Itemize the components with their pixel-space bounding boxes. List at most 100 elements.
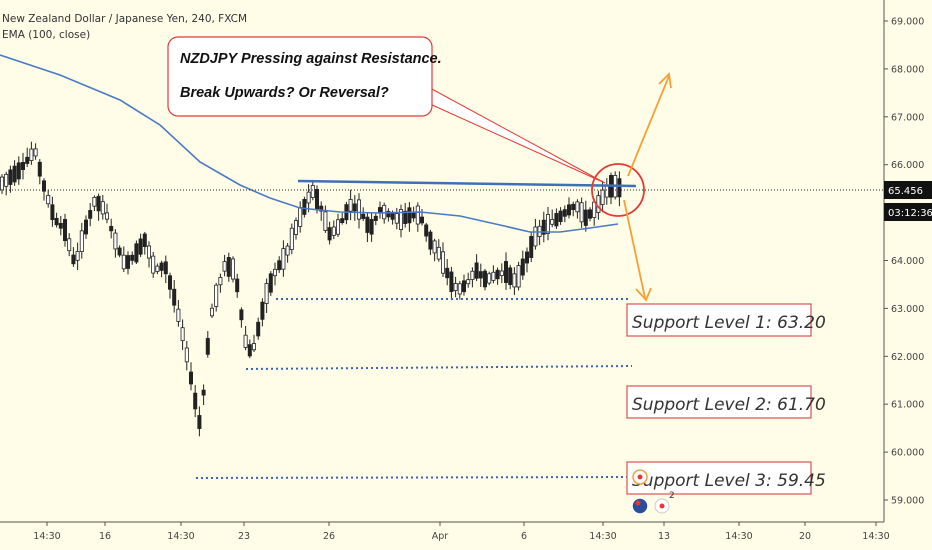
- support-label-2[interactable]: Support Level 2: 61.70: [626, 385, 826, 419]
- time-tick-label: 13: [658, 531, 670, 542]
- candle: [558, 207, 563, 225]
- candle: [272, 262, 277, 286]
- candle: [88, 202, 93, 227]
- candle: [193, 385, 198, 418]
- candle: [172, 279, 177, 313]
- downward-arrow[interactable]: [623, 199, 652, 302]
- candle: [449, 266, 454, 300]
- candle: [327, 221, 332, 245]
- candle: [75, 242, 80, 271]
- callout-line-1: NZDJPY Pressing against Resistance.: [180, 51, 442, 67]
- candle: [335, 213, 340, 238]
- candle: [46, 189, 51, 208]
- upward-arrow[interactable]: [627, 72, 672, 177]
- candle: [205, 331, 210, 358]
- candle: [159, 260, 164, 278]
- candlestick-series: [0, 141, 622, 437]
- time-tick-label: 14:30: [167, 531, 194, 542]
- candle: [126, 251, 131, 275]
- symbol-title[interactable]: New Zealand Dollar / Japanese Yen, 240, …: [2, 13, 248, 25]
- candle: [487, 271, 492, 286]
- candle: [499, 263, 504, 284]
- time-tick-label: 14:30: [33, 531, 60, 542]
- candle: [495, 267, 500, 285]
- candle: [470, 267, 475, 288]
- event-badge: 2: [669, 491, 675, 501]
- time-tick-label: 6: [521, 531, 527, 542]
- ema-line: [0, 54, 619, 233]
- candle: [201, 384, 206, 405]
- candle: [37, 159, 42, 185]
- candle: [188, 362, 193, 391]
- candle: [533, 218, 538, 250]
- candle: [281, 240, 286, 277]
- candle: [604, 178, 609, 205]
- candle: [151, 252, 156, 278]
- price-tick-label: 63.000: [891, 304, 924, 315]
- candle: [428, 229, 433, 256]
- candle: [8, 165, 13, 193]
- current-price-value: 65.456: [888, 186, 923, 197]
- candle: [138, 233, 143, 258]
- candle: [42, 178, 47, 201]
- candle: [260, 298, 265, 327]
- time-tick-label: 20: [799, 531, 811, 542]
- price-tick-label: 66.000: [891, 160, 924, 171]
- candle: [491, 265, 496, 284]
- candle: [214, 282, 219, 312]
- event-marker-icon[interactable]: [632, 469, 648, 485]
- support-line-3[interactable]: [195, 476, 629, 479]
- candle: [478, 263, 483, 287]
- candle: [588, 207, 593, 222]
- price-axis[interactable]: 69.00068.00067.00066.00065.00064.00063.0…: [883, 0, 932, 522]
- time-tick-label: 23: [238, 531, 250, 542]
- candle: [348, 189, 353, 221]
- candle: [277, 256, 282, 273]
- candle: [482, 268, 487, 291]
- support-label-2-text: Support Level 2: 61.70: [632, 395, 826, 415]
- callout-box[interactable]: [167, 36, 433, 117]
- candle: [142, 231, 147, 255]
- nz-flag-icon[interactable]: [631, 497, 649, 515]
- resistance-line[interactable]: [297, 179, 637, 188]
- candle: [54, 212, 59, 228]
- candle: [298, 201, 303, 233]
- support-line-2[interactable]: [245, 365, 633, 370]
- candle: [386, 208, 391, 222]
- candle: [457, 281, 462, 300]
- candle: [33, 143, 38, 160]
- chart-legend: New Zealand Dollar / Japanese Yen, 240, …: [2, 11, 247, 43]
- candle: [331, 220, 336, 240]
- event-marker-2-icon[interactable]: 2: [654, 491, 675, 514]
- support-label-1[interactable]: Support Level 1: 63.20: [626, 303, 826, 337]
- time-axis[interactable]: 14:30 16 14:30 23 26 Apr 6 14:30 13 14:30 20 14:30: [0, 521, 890, 542]
- candle: [92, 195, 97, 212]
- candle: [184, 340, 189, 371]
- candle: [239, 307, 244, 328]
- candle: [554, 208, 559, 230]
- candle: [407, 202, 412, 232]
- callout-line-2: Break Upwards? Or Reversal?: [180, 85, 389, 101]
- candle: [365, 212, 370, 243]
- candle: [512, 267, 517, 296]
- candle: [176, 300, 181, 327]
- indicator-label[interactable]: EMA (100, close): [2, 29, 91, 41]
- candle: [583, 200, 588, 232]
- highlight-circle[interactable]: [591, 163, 645, 217]
- time-tick-label: 16: [99, 531, 111, 542]
- candle: [25, 147, 30, 168]
- candle: [453, 276, 458, 298]
- candle: [394, 207, 399, 230]
- price-tick-label: 59.000: [891, 496, 924, 507]
- candle: [251, 334, 256, 353]
- candle: [167, 272, 172, 299]
- candle: [209, 303, 214, 318]
- candle: [58, 215, 63, 236]
- candle: [180, 319, 185, 350]
- support-label-3-text: Support Level 3: 59.45: [632, 471, 826, 491]
- candle: [100, 194, 105, 220]
- support-label-3[interactable]: Support Level 3: 59.45: [626, 461, 826, 495]
- candle: [230, 256, 235, 283]
